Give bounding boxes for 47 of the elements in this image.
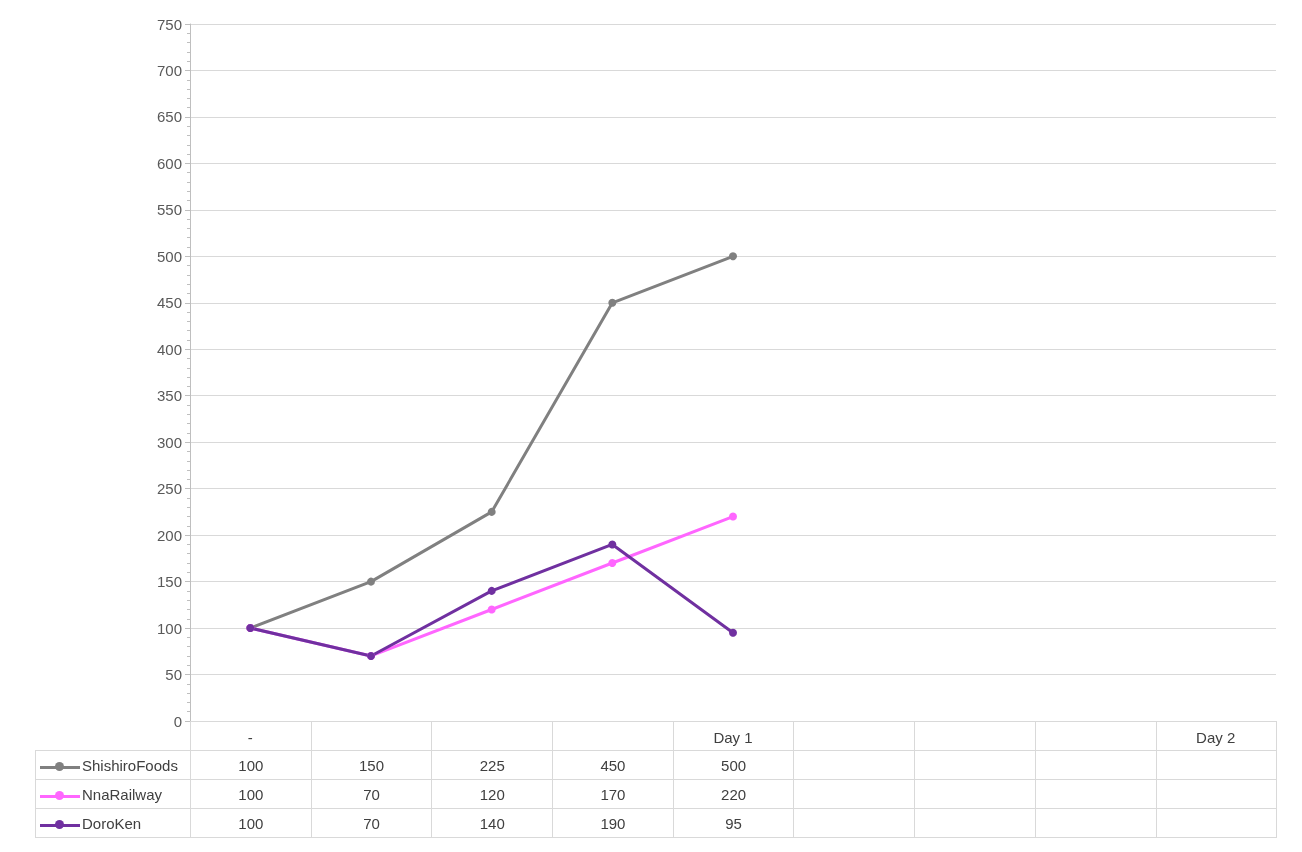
data-label: 225 <box>431 750 553 780</box>
data-label: 500 <box>673 750 794 780</box>
point <box>729 628 737 637</box>
data-label: 190 <box>552 808 674 838</box>
y-tick-label: 0 <box>173 712 182 730</box>
y-tick-label: 500 <box>156 247 182 265</box>
point <box>367 577 375 586</box>
data-label: 100 <box>190 779 312 809</box>
y-tick-label: 150 <box>156 573 182 591</box>
point <box>487 586 496 595</box>
data-label: 100 <box>190 750 312 780</box>
data-label: 140 <box>431 808 553 838</box>
legend-label: DoroKen <box>35 808 191 838</box>
x-tick-label: Day 1 <box>713 729 753 746</box>
y-tick-label: 50 <box>165 666 182 684</box>
data-label: 100 <box>190 808 312 838</box>
y-tick-label: 450 <box>156 294 182 312</box>
y-tick-label: 300 <box>156 433 182 451</box>
y-tick-label: 400 <box>156 340 182 358</box>
legend-label: ShishiroFoods <box>35 750 191 780</box>
data-label: 150 <box>311 750 432 780</box>
y-tick-label: 750 <box>156 15 182 33</box>
y-tick-label: 350 <box>156 387 182 405</box>
y-tick-label: 600 <box>156 154 182 172</box>
point <box>729 252 737 261</box>
x-tick-label: Day 2 <box>1196 729 1236 746</box>
y-tick-label: 650 <box>156 108 182 126</box>
data-label: 450 <box>552 750 674 780</box>
point <box>729 512 737 521</box>
point <box>487 605 496 614</box>
y-tick-label: 200 <box>156 526 182 544</box>
data-label: 120 <box>431 779 553 809</box>
data-label: 220 <box>673 779 794 809</box>
data-label: 95 <box>673 808 794 838</box>
point <box>608 540 617 549</box>
legend-label: NnaRailway <box>35 779 191 809</box>
point <box>608 298 617 307</box>
y-tick-label: 250 <box>156 480 182 498</box>
data-label: 70 <box>311 779 432 809</box>
x-tick-label: - <box>247 729 253 746</box>
data-label: 70 <box>311 808 432 838</box>
y-tick-label: 100 <box>156 619 182 637</box>
point <box>608 559 617 568</box>
point <box>487 507 496 516</box>
y-tick-label: 700 <box>156 61 182 79</box>
y-tick-label: 550 <box>156 201 182 219</box>
data-label: 170 <box>552 779 674 809</box>
